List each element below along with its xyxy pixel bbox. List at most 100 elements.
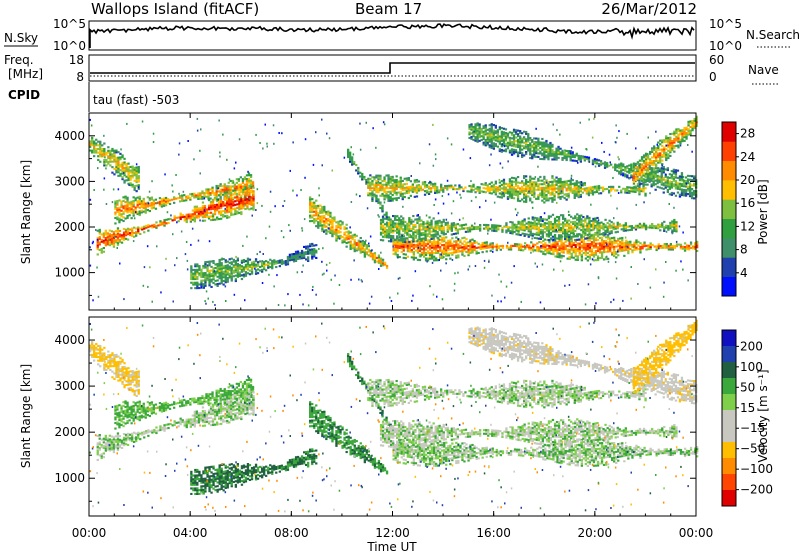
power-cell — [494, 189, 497, 192]
power-cell — [231, 198, 234, 201]
power-cell — [576, 218, 579, 221]
power-cell — [197, 209, 201, 212]
power-cell — [476, 133, 479, 136]
power-cell — [379, 194, 382, 197]
power-cell — [508, 140, 512, 143]
power-cell — [201, 210, 205, 213]
power-cell — [618, 223, 621, 226]
power-cell — [627, 248, 630, 251]
power-cell — [557, 153, 560, 156]
power-cell — [555, 223, 559, 226]
power-cell — [398, 241, 401, 244]
power-cell — [500, 180, 503, 183]
power-cell — [353, 242, 356, 245]
power-cell — [317, 226, 320, 229]
power-cell — [138, 214, 141, 217]
power-cell — [412, 245, 415, 248]
power-cell — [559, 181, 562, 184]
power-cell — [234, 261, 237, 264]
power-cell — [567, 179, 570, 182]
power-cell — [569, 185, 572, 188]
power-cell — [242, 273, 246, 276]
power-cell — [234, 270, 237, 273]
power-cell — [321, 229, 324, 232]
power-cell — [118, 233, 122, 236]
power-cell — [551, 186, 554, 189]
power-cell — [527, 221, 530, 224]
power-cell — [585, 190, 588, 193]
power-cell — [228, 190, 231, 193]
power-cell — [422, 246, 426, 249]
power-cell — [252, 206, 255, 209]
power-cell — [99, 149, 102, 152]
power-cell — [669, 225, 672, 228]
power-cell — [595, 158, 599, 161]
power-cell — [200, 283, 203, 286]
power-cell — [406, 246, 409, 249]
power-cell — [477, 246, 480, 249]
power-cell — [525, 226, 528, 229]
power-cell — [533, 190, 536, 193]
power-cell — [242, 199, 245, 202]
power-cell — [381, 217, 385, 220]
power-cell — [451, 246, 454, 249]
power-cell — [282, 260, 285, 263]
power-cell — [455, 236, 458, 239]
power-cell — [136, 196, 139, 199]
power-cell — [642, 190, 645, 193]
power-cell — [444, 186, 447, 189]
power-cell — [222, 265, 225, 268]
power-cell — [288, 259, 292, 262]
power-cell — [428, 227, 431, 230]
power-cell — [523, 220, 526, 223]
power-cell — [594, 242, 598, 245]
power-cell — [533, 186, 536, 189]
power-cell — [234, 203, 237, 206]
power-cell — [614, 163, 617, 166]
power-cell — [608, 227, 611, 230]
power-cell — [516, 144, 520, 147]
power-cell — [423, 190, 427, 193]
power-cell — [622, 163, 625, 166]
power-cell — [472, 127, 475, 130]
power-cell — [529, 138, 532, 141]
power-cell — [506, 136, 510, 139]
power-cell — [238, 264, 241, 267]
power-cell — [675, 243, 679, 246]
power-cell — [234, 196, 237, 199]
power-cell — [508, 196, 512, 199]
power-cell — [544, 245, 547, 248]
power-cell — [108, 229, 111, 232]
power-cell — [527, 217, 530, 220]
power-cell — [504, 142, 508, 145]
power-cell — [225, 192, 228, 195]
power-cell — [679, 243, 683, 246]
power-cell — [554, 246, 557, 249]
power-cell — [309, 203, 312, 206]
power-cell — [480, 138, 483, 141]
power-cell — [589, 186, 593, 189]
power-cell — [562, 246, 565, 249]
power-cell — [420, 237, 423, 240]
power-cell — [196, 272, 199, 275]
power-cell — [240, 198, 243, 201]
power-cell — [539, 143, 542, 146]
power-cell — [645, 248, 648, 251]
power-cell — [565, 194, 568, 197]
power-cell — [533, 220, 536, 223]
power-cell — [159, 222, 162, 225]
power-cell — [509, 248, 513, 251]
power-cell — [209, 204, 213, 207]
power-cell — [519, 151, 522, 154]
power-cell — [507, 229, 510, 232]
power-cell — [588, 255, 592, 258]
power-cell — [549, 188, 552, 191]
power-cell — [402, 230, 405, 233]
power-cell — [408, 218, 411, 221]
power-cell — [555, 147, 558, 150]
power-cell — [502, 189, 506, 192]
power-cell — [673, 222, 676, 225]
power-cell — [404, 246, 407, 249]
power-cell — [627, 242, 630, 245]
power-cell — [91, 136, 94, 139]
